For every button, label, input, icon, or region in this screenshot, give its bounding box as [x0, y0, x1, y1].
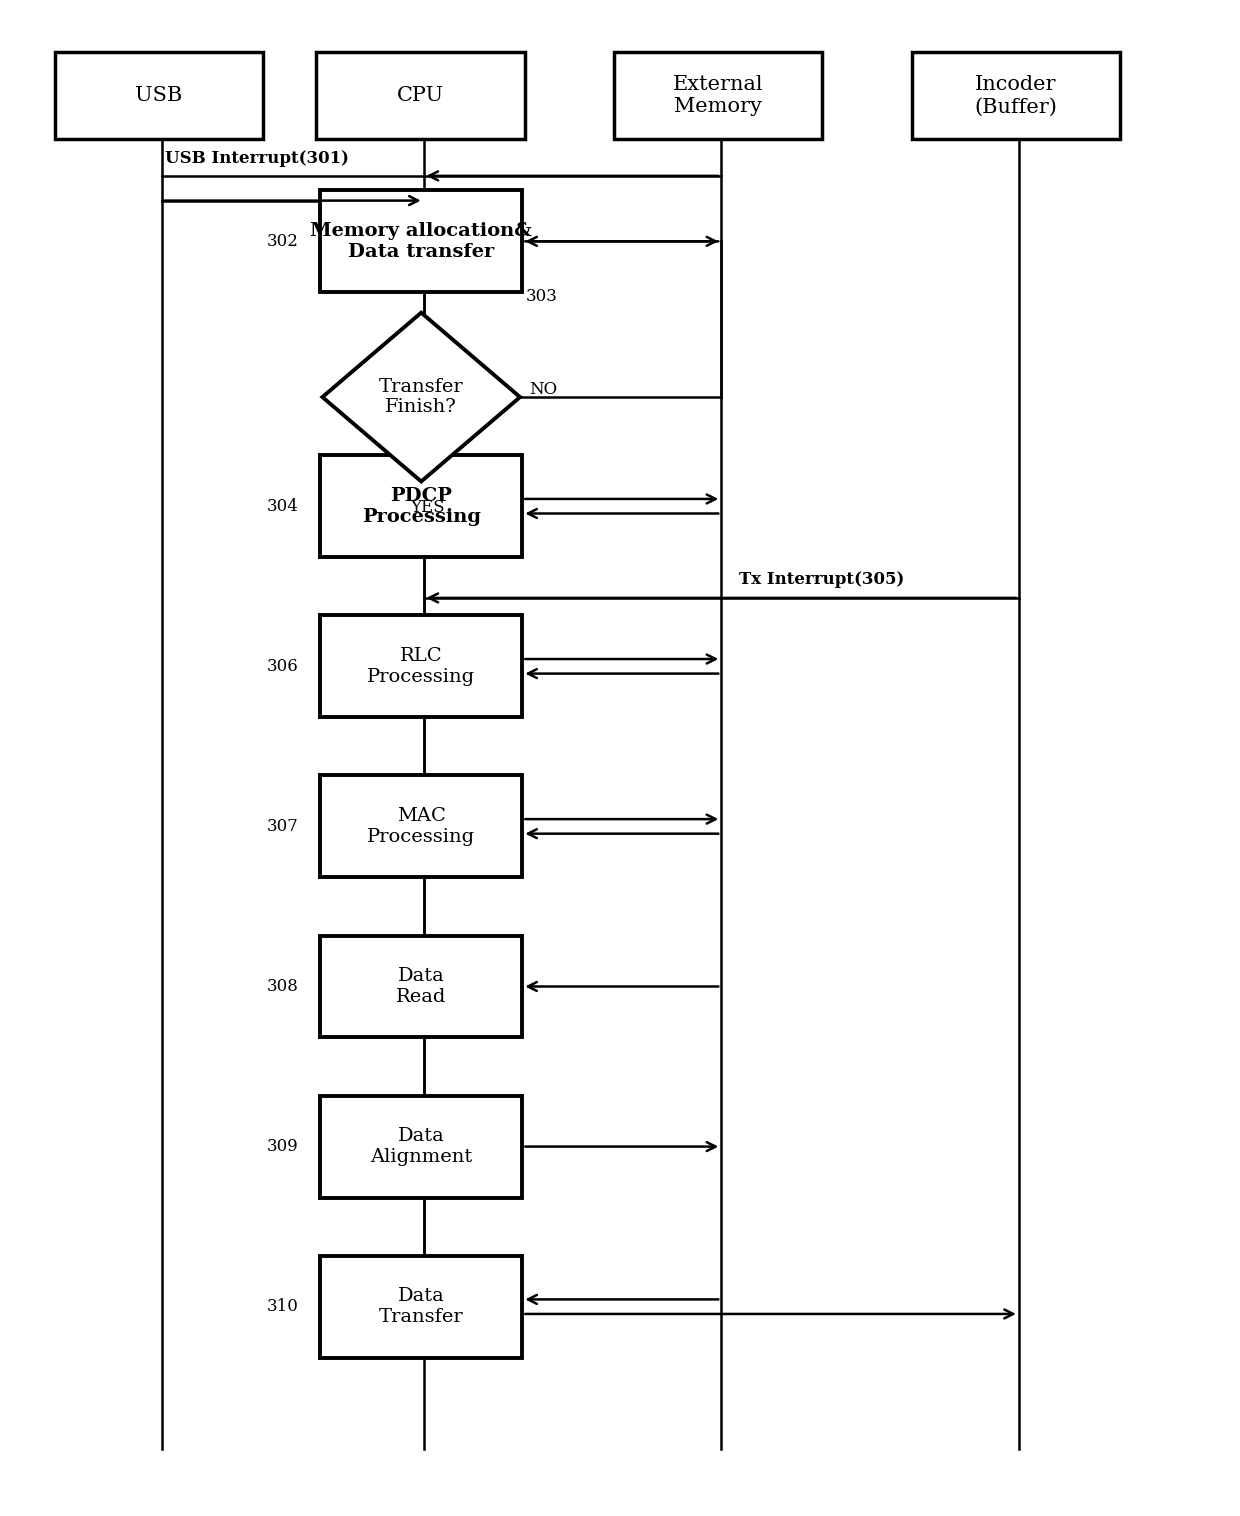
- Text: Tx Interrupt(305): Tx Interrupt(305): [739, 570, 904, 588]
- Text: 309: 309: [267, 1139, 299, 1155]
- Text: RLC
Processing: RLC Processing: [367, 647, 475, 685]
- FancyBboxPatch shape: [320, 1255, 522, 1358]
- FancyBboxPatch shape: [316, 52, 525, 139]
- FancyBboxPatch shape: [320, 455, 522, 558]
- Text: YES: YES: [410, 499, 444, 515]
- FancyBboxPatch shape: [320, 191, 522, 293]
- Text: 306: 306: [267, 658, 299, 675]
- Text: USB Interrupt(301): USB Interrupt(301): [165, 150, 350, 167]
- FancyBboxPatch shape: [320, 615, 522, 717]
- Text: Transfer
Finish?: Transfer Finish?: [379, 377, 464, 417]
- FancyBboxPatch shape: [320, 776, 522, 878]
- Polygon shape: [322, 312, 520, 482]
- Text: 302: 302: [267, 233, 299, 250]
- FancyBboxPatch shape: [55, 52, 263, 139]
- Text: CPU: CPU: [397, 86, 444, 105]
- Text: 308: 308: [267, 978, 299, 994]
- Text: Data
Alignment: Data Alignment: [370, 1128, 472, 1166]
- Text: Data
Read: Data Read: [396, 967, 446, 1007]
- Text: PDCP
Processing: PDCP Processing: [362, 487, 481, 526]
- FancyBboxPatch shape: [614, 52, 822, 139]
- Text: 310: 310: [267, 1298, 299, 1316]
- FancyBboxPatch shape: [911, 52, 1120, 139]
- Text: Data
Transfer: Data Transfer: [379, 1287, 464, 1326]
- Text: 304: 304: [267, 497, 299, 515]
- Text: External
Memory: External Memory: [673, 76, 764, 117]
- Text: 303: 303: [526, 288, 558, 305]
- Text: USB: USB: [135, 86, 182, 105]
- FancyBboxPatch shape: [320, 935, 522, 1037]
- FancyBboxPatch shape: [320, 1096, 522, 1198]
- Text: Incoder
(Buffer): Incoder (Buffer): [975, 76, 1058, 117]
- Text: Memory allocation&
Data transfer: Memory allocation& Data transfer: [310, 221, 532, 261]
- Text: MAC
Processing: MAC Processing: [367, 807, 475, 846]
- Text: 307: 307: [267, 819, 299, 835]
- Text: NO: NO: [529, 382, 558, 399]
